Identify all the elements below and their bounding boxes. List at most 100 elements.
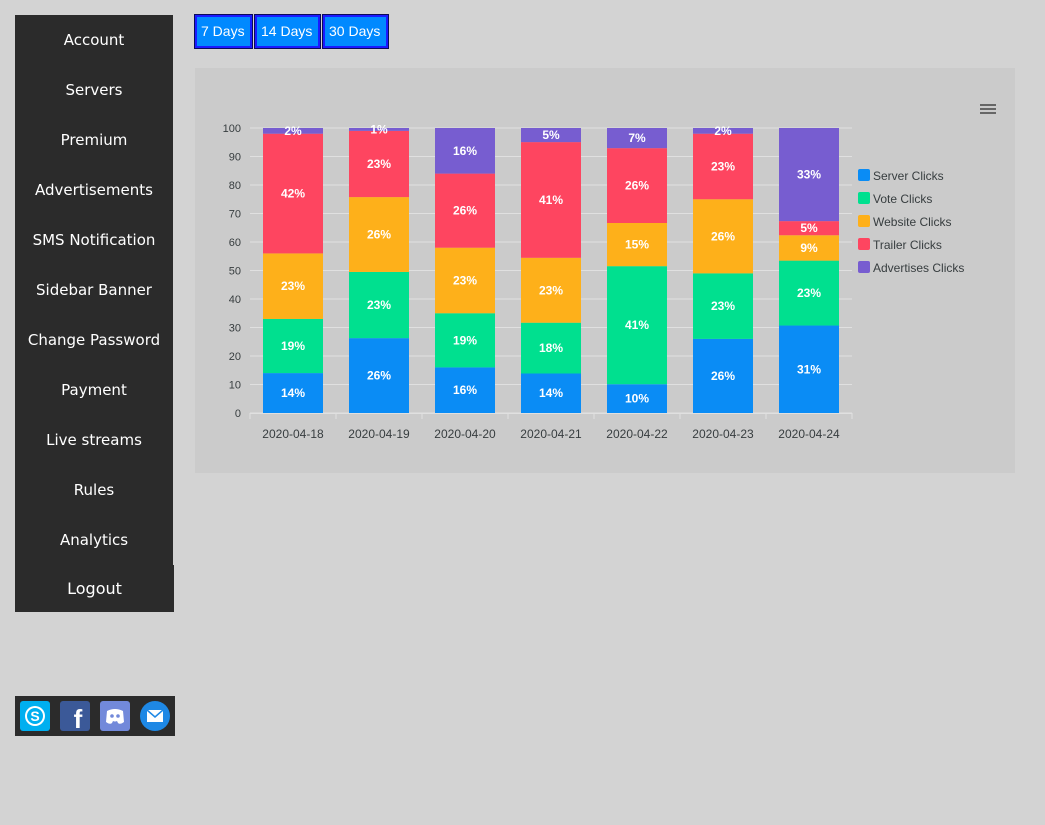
bar-data-label: 33% [797, 168, 821, 182]
bar-data-label: 2% [284, 124, 302, 138]
bar-segment[interactable] [607, 223, 667, 267]
bar-segment[interactable] [693, 199, 753, 274]
sidebar-item-sidebar-banner[interactable]: Sidebar Banner [36, 281, 152, 299]
bar-segment[interactable] [779, 128, 839, 222]
bar-segment[interactable] [693, 128, 753, 134]
bar-segment[interactable] [607, 148, 667, 223]
sidebar-item-sms-notification[interactable]: SMS Notification [32, 231, 156, 249]
sidebar-item-account[interactable]: Account [63, 31, 125, 49]
bar-data-label: 16% [453, 144, 477, 158]
sidebar-item-live-streams[interactable]: Live streams [46, 431, 142, 449]
bar-segment[interactable] [435, 247, 495, 314]
y-tick-label: 20 [229, 351, 241, 363]
bar-segment[interactable] [349, 197, 409, 272]
sidebar-item-servers[interactable]: Servers [65, 81, 123, 99]
bar-data-label: 18% [539, 341, 563, 355]
y-tick-label: 90 [229, 152, 241, 164]
bar-segment[interactable] [263, 128, 323, 134]
x-tick-label: 2020-04-24 [778, 427, 840, 441]
bar-data-label: 23% [711, 159, 735, 173]
svg-text:f: f [74, 704, 83, 731]
legend-item[interactable]: Trailer Clicks [858, 238, 942, 252]
bar-segment[interactable] [693, 338, 753, 413]
chart-menu-icon[interactable] [978, 100, 998, 118]
bar-segment[interactable] [521, 257, 581, 323]
bar-segment[interactable] [349, 338, 409, 413]
bar-segment[interactable] [607, 128, 667, 149]
bar-data-label: 26% [367, 228, 391, 242]
bar-data-label: 31% [797, 362, 821, 376]
skype-icon[interactable]: S [20, 701, 50, 731]
bar-segment[interactable] [779, 221, 839, 236]
legend-marker [858, 169, 870, 181]
bar-segment[interactable] [521, 322, 581, 374]
legend-marker [858, 192, 870, 204]
bar-data-label: 23% [711, 299, 735, 313]
sidebar-item-change-password[interactable]: Change Password [27, 331, 161, 349]
y-tick-label: 80 [229, 180, 241, 192]
bar-data-label: 23% [281, 279, 305, 293]
bar-data-label: 26% [367, 369, 391, 383]
x-tick-label: 2020-04-18 [262, 427, 324, 441]
bar-segment[interactable] [263, 318, 323, 374]
bar-segment[interactable] [263, 373, 323, 413]
bar-data-label: 23% [367, 157, 391, 171]
bar-segment[interactable] [263, 253, 323, 319]
legend-label: Website Clicks [873, 215, 951, 229]
range-30-days-button[interactable]: 30 Days [322, 14, 389, 49]
bar-data-label: 26% [711, 229, 735, 243]
y-tick-label: 100 [223, 123, 241, 135]
discord-icon[interactable] [100, 701, 130, 731]
bar-segment[interactable] [435, 313, 495, 368]
bar-segment[interactable] [435, 128, 495, 174]
bar-segment[interactable] [435, 367, 495, 413]
bar-segment[interactable] [349, 130, 409, 198]
bar-segment[interactable] [693, 273, 753, 339]
range-14-days-button[interactable]: 14 Days [254, 14, 321, 49]
bar-data-label: 19% [453, 333, 477, 347]
bar-segment[interactable] [349, 271, 409, 339]
bar-data-label: 14% [281, 386, 305, 400]
bar-segment[interactable] [607, 384, 667, 413]
bar-data-label: 10% [625, 392, 649, 406]
y-tick-label: 0 [235, 408, 241, 420]
sidebar: Account Servers Premium Advertisements SMS N… [15, 15, 173, 565]
analytics-chart-panel: 14% 19% 23% 42% 2% 26% 23% 26% 23% 1% 16% 19% 23% 26%… [195, 68, 1015, 473]
bar-segment[interactable] [693, 133, 753, 200]
email-icon[interactable] [140, 701, 170, 731]
stacked-bar-chart: 14% 19% 23% 42% 2% 26% 23% 26% 23% 1% 16% 19% 23% 26%… [223, 100, 998, 441]
bar-segment[interactable] [349, 128, 409, 131]
bar-data-label: 5% [800, 221, 818, 235]
legend-label: Advertises Clicks [873, 261, 964, 275]
bar-data-label: 16% [453, 383, 477, 397]
bar-data-label: 5% [542, 128, 560, 142]
sidebar-item-advertisements[interactable]: Advertisements [35, 181, 153, 199]
bar-data-label: 19% [281, 339, 305, 353]
bar-data-label: 23% [453, 273, 477, 287]
legend-item[interactable]: Vote Clicks [858, 192, 932, 206]
y-tick-label: 30 [229, 323, 241, 335]
logout-button[interactable]: Logout [15, 565, 174, 612]
bar-segment[interactable] [263, 133, 323, 254]
legend-item[interactable]: Website Clicks [858, 215, 951, 229]
sidebar-item-premium[interactable]: Premium [60, 131, 128, 149]
social-links: S f [15, 696, 175, 736]
bar-segment[interactable] [521, 142, 581, 258]
sidebar-item-rules[interactable]: Rules [73, 481, 115, 499]
bar-segment[interactable] [521, 373, 581, 413]
facebook-icon[interactable]: f [60, 701, 90, 734]
range-7-days-button[interactable]: 7 Days [194, 14, 253, 49]
legend-item[interactable]: Advertises Clicks [858, 261, 964, 275]
y-tick-label: 60 [229, 237, 241, 249]
bar-segment[interactable] [607, 266, 667, 385]
bar-segment[interactable] [435, 173, 495, 248]
bar-segment[interactable] [779, 235, 839, 261]
legend-item[interactable]: Server Clicks [858, 169, 944, 183]
bar-segment[interactable] [779, 325, 839, 413]
sidebar-item-analytics[interactable]: Analytics [59, 531, 129, 549]
sidebar-item-payment[interactable]: Payment [61, 381, 127, 399]
bar-data-label: 9% [800, 241, 818, 255]
bar-segment[interactable] [779, 260, 839, 326]
bar-segment[interactable] [521, 128, 581, 143]
bar-data-label: 41% [539, 193, 563, 207]
